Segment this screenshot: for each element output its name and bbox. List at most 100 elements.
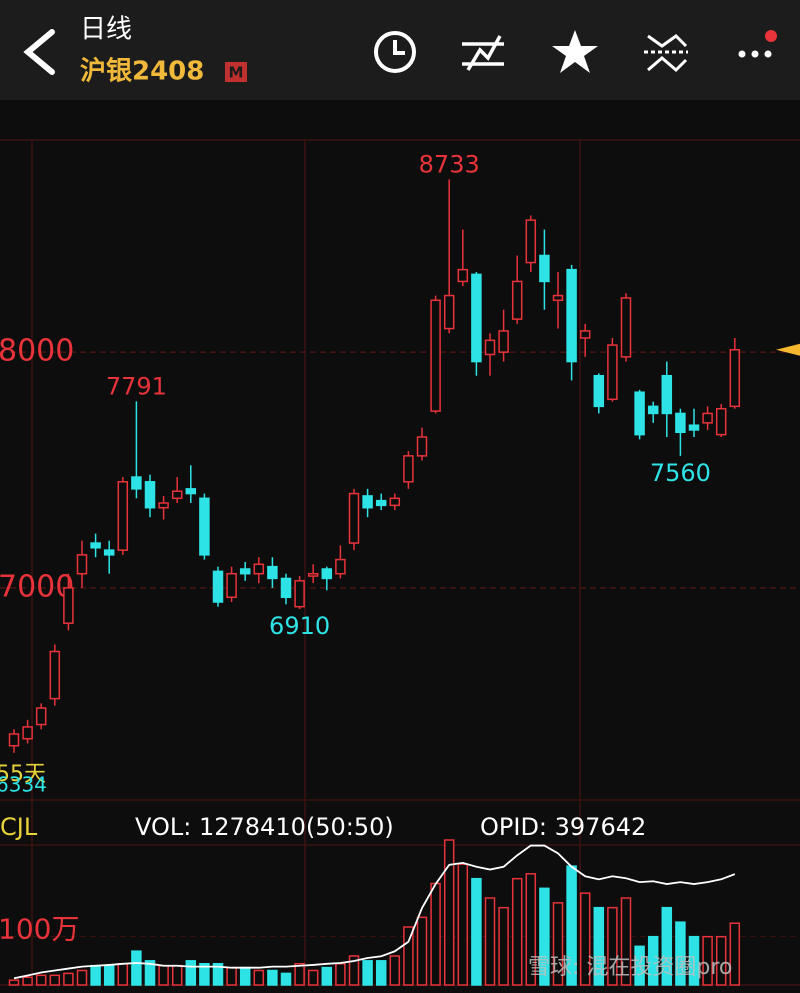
volume-bar <box>702 935 713 986</box>
candle-body <box>389 497 401 507</box>
badge: M <box>229 64 244 82</box>
volume-bar <box>457 863 469 986</box>
volume-bar <box>484 897 496 986</box>
candle-body <box>348 492 360 544</box>
volume-bar <box>539 887 550 986</box>
volume-bar <box>403 926 414 986</box>
volume-bar <box>498 906 509 986</box>
volume-bar <box>321 966 333 986</box>
candle-body <box>103 549 115 556</box>
candle-body <box>117 481 129 551</box>
candle-body <box>321 568 333 580</box>
volume-bar <box>607 906 618 986</box>
candle-body <box>226 572 237 599</box>
back-button[interactable] <box>23 29 55 75</box>
candle-body <box>375 499 387 507</box>
candle-body <box>35 707 47 726</box>
candle-body <box>593 374 605 408</box>
badge-box <box>225 62 247 82</box>
volume-bar <box>144 960 156 986</box>
candle-body <box>22 726 33 740</box>
volume-bar <box>335 962 346 986</box>
header-symbol: 沪银2408 <box>80 57 204 87</box>
candle-body <box>199 497 210 556</box>
candle-body <box>90 542 101 549</box>
candle-body <box>267 565 278 580</box>
volume-bar <box>307 969 319 986</box>
volume-bar <box>239 966 251 986</box>
candle-body <box>239 568 251 575</box>
volume-bar <box>675 921 686 986</box>
volume-bar <box>103 964 115 986</box>
candle-body <box>607 344 618 401</box>
draw-line-icon[interactable] <box>462 35 504 71</box>
candle-body <box>280 577 292 599</box>
grid-frame <box>0 139 800 986</box>
volume-bar <box>226 966 237 986</box>
volume-bar <box>131 950 142 986</box>
candle-body <box>715 407 727 436</box>
volume-bar <box>729 922 741 986</box>
volume-bar <box>8 979 20 986</box>
volume-bar <box>579 892 591 986</box>
candle-body <box>539 254 550 283</box>
candle-body <box>430 299 441 412</box>
corner-label: 55天 <box>0 762 46 787</box>
y-tick-label: 7000 <box>0 569 74 604</box>
candle-body <box>566 268 577 363</box>
volume-bar <box>416 916 428 986</box>
high-label: 7791 <box>106 372 167 400</box>
candle-body <box>675 412 686 434</box>
volume-bar <box>647 935 659 986</box>
candle-body <box>457 268 469 283</box>
volume-bar <box>620 897 632 986</box>
candle-body <box>471 273 482 363</box>
candle-body <box>294 580 305 608</box>
volume-bar <box>253 969 265 986</box>
y-tick-label: 8000 <box>0 334 74 369</box>
watermark: 雪球: 混在投资圈pro <box>528 955 732 980</box>
candle-body <box>552 294 564 302</box>
volume-bar <box>267 969 278 986</box>
candle-body <box>702 412 713 424</box>
volume-bar <box>525 873 537 986</box>
volume-bar <box>171 964 183 986</box>
volume-bar <box>375 960 387 986</box>
high-label: 8733 <box>419 150 480 178</box>
volume-bar <box>294 962 305 986</box>
volume-bar <box>199 962 210 986</box>
volume-bar <box>348 955 360 986</box>
candle-body <box>498 330 509 353</box>
volume-bar <box>280 972 292 986</box>
candle-body <box>729 349 741 408</box>
volume-bar <box>552 902 564 986</box>
candle-body <box>525 219 537 264</box>
candle-body <box>403 455 414 483</box>
volume-bar <box>362 960 373 986</box>
more-icon[interactable] <box>738 30 778 58</box>
candle-body <box>335 558 346 575</box>
candle-body <box>661 374 673 415</box>
candle-body <box>511 280 523 320</box>
candle-body <box>484 339 496 356</box>
favorite-icon[interactable] <box>552 30 598 73</box>
volume-bar <box>22 976 33 986</box>
candle-body <box>362 495 373 509</box>
top-bar <box>0 0 800 100</box>
candle-body <box>253 563 265 575</box>
volume-bar <box>117 962 129 986</box>
candle-body <box>185 488 197 495</box>
volume-bar <box>212 962 224 986</box>
volume-bar <box>185 960 197 986</box>
compare-icon[interactable] <box>644 34 688 73</box>
candle-body <box>8 733 20 747</box>
volume-bar <box>90 964 101 986</box>
volume-bar <box>661 906 673 986</box>
volume-bar <box>158 964 169 986</box>
clock-icon[interactable] <box>374 31 416 73</box>
panel-title: CJL <box>0 813 38 841</box>
legend-entry: VOL: 1278410(50:50) <box>135 813 394 841</box>
